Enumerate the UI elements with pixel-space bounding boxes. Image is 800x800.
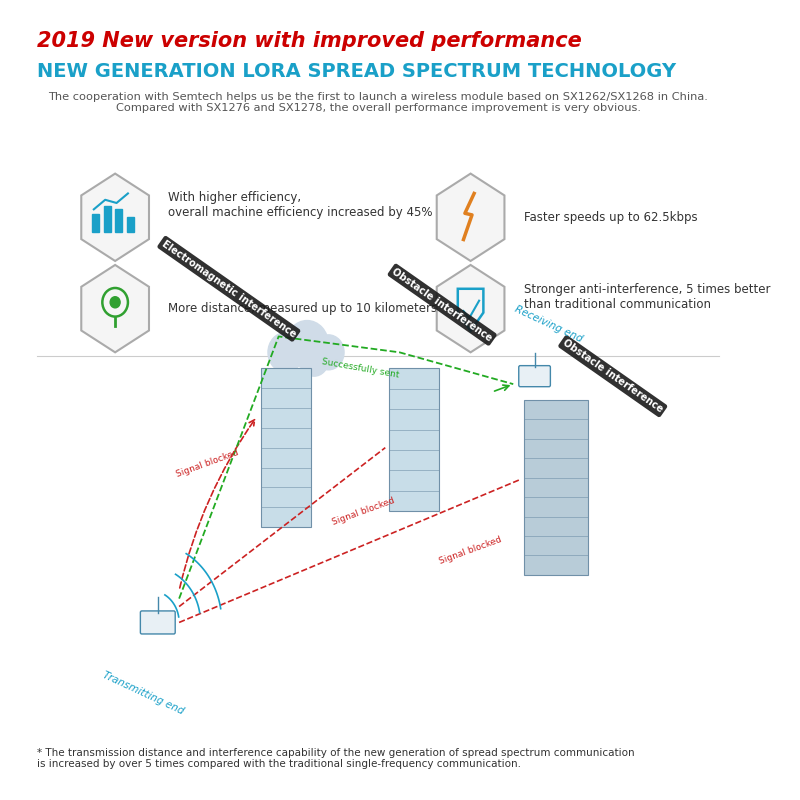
Text: Stronger anti-interference, 5 times better
than traditional communication: Stronger anti-interference, 5 times bett… xyxy=(524,282,770,310)
Polygon shape xyxy=(82,265,149,352)
Bar xyxy=(104,206,111,231)
FancyBboxPatch shape xyxy=(261,368,310,527)
Text: 2019 New version with improved performance: 2019 New version with improved performan… xyxy=(37,30,582,50)
Text: * The transmission distance and interference capability of the new generation of: * The transmission distance and interfer… xyxy=(37,748,634,770)
Polygon shape xyxy=(82,174,149,261)
Polygon shape xyxy=(437,265,505,352)
FancyBboxPatch shape xyxy=(140,611,175,634)
Bar xyxy=(126,218,134,231)
Circle shape xyxy=(300,344,329,376)
Text: Electromagnetic interference: Electromagnetic interference xyxy=(160,238,298,339)
Text: Receiving end: Receiving end xyxy=(514,304,584,344)
Text: Faster speeds up to 62.5kbps: Faster speeds up to 62.5kbps xyxy=(524,210,698,224)
FancyBboxPatch shape xyxy=(389,368,438,511)
Circle shape xyxy=(286,321,329,368)
Bar xyxy=(115,210,122,231)
Text: Signal blocked: Signal blocked xyxy=(438,535,503,566)
Text: NEW GENERATION LORA SPREAD SPECTRUM TECHNOLOGY: NEW GENERATION LORA SPREAD SPECTRUM TECH… xyxy=(37,62,676,82)
Text: Signal blocked: Signal blocked xyxy=(175,448,240,479)
Text: Obstacle interference: Obstacle interference xyxy=(561,338,665,414)
Text: With higher efficiency,
overall machine efficiency increased by 45%: With higher efficiency, overall machine … xyxy=(169,191,433,219)
FancyBboxPatch shape xyxy=(518,366,550,386)
Text: The cooperation with Semtech helps us be the first to launch a wireless module b: The cooperation with Semtech helps us be… xyxy=(48,92,708,114)
Bar xyxy=(92,214,99,231)
Circle shape xyxy=(110,297,120,308)
Text: Obstacle interference: Obstacle interference xyxy=(390,266,494,343)
Text: Signal blocked: Signal blocked xyxy=(331,496,397,526)
Text: More distance, measured up to 10 kilometers: More distance, measured up to 10 kilomet… xyxy=(169,302,438,315)
FancyBboxPatch shape xyxy=(524,400,588,574)
Circle shape xyxy=(313,335,344,370)
Text: Successfully sent: Successfully sent xyxy=(322,357,400,379)
Polygon shape xyxy=(437,174,505,261)
Text: Transmitting end: Transmitting end xyxy=(102,670,186,717)
Circle shape xyxy=(268,333,303,372)
